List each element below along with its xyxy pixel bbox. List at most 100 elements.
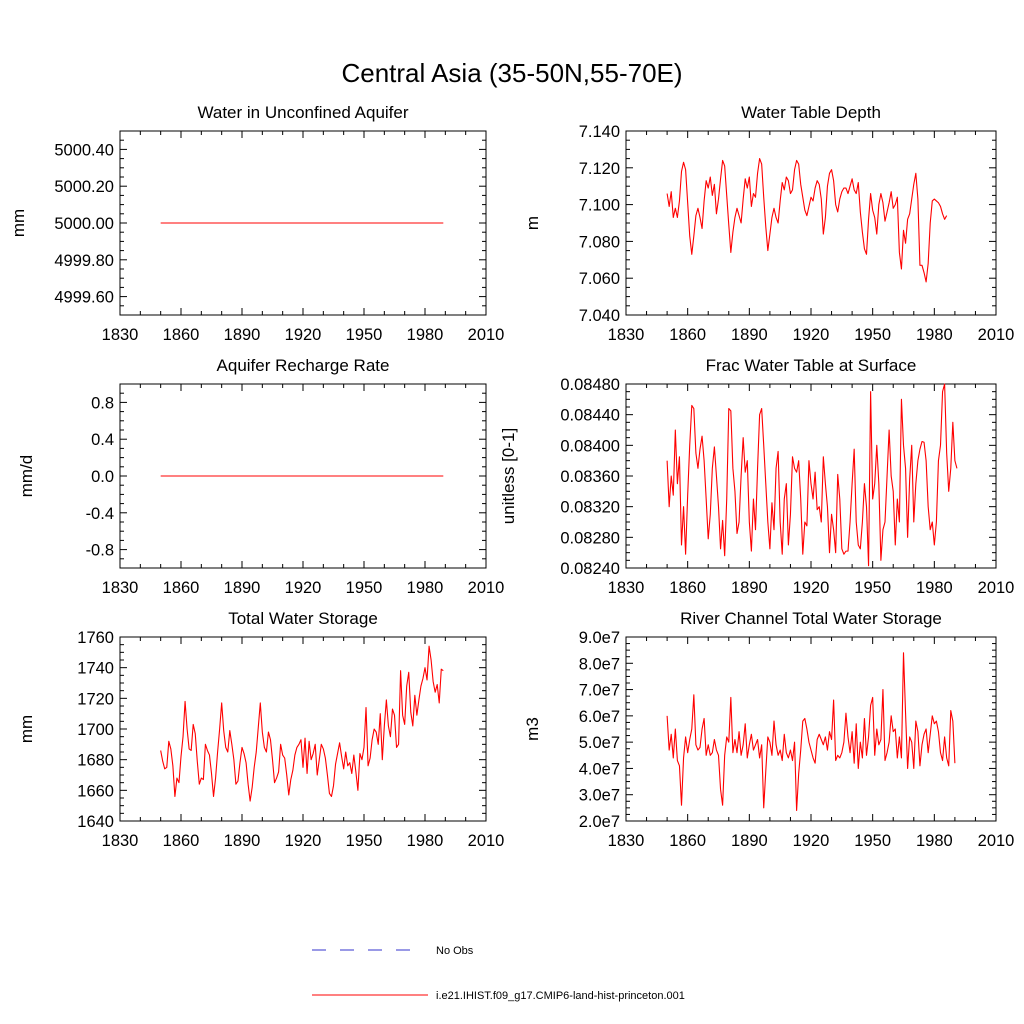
x-tick-label: 1920 [285,326,322,344]
x-tick-label: 1860 [163,832,200,850]
plot-frame [625,130,997,316]
x-tick-label: 2010 [978,579,1015,597]
series-line [160,645,444,802]
y-tick-label: 0.8 [91,394,114,412]
panel-title: Total Water Storage [228,609,378,628]
y-tick-label: -0.4 [86,505,114,523]
x-tick-label: 2010 [468,832,505,850]
x-tick-label: 1830 [608,579,645,597]
y-tick-label: 0.4 [91,431,114,449]
x-tick-label: 1860 [163,579,200,597]
y-tick-label: 0.08280 [560,529,620,547]
x-tick-label: 1890 [731,832,768,850]
x-tick-label: 1950 [346,832,383,850]
x-tick-label: 2010 [468,326,505,344]
y-tick-label: 1740 [77,660,114,678]
x-tick-label: 1830 [102,832,139,850]
y-tick-label: 6.0e7 [579,708,620,726]
y-tick-label: 5000.20 [54,178,114,196]
y-tick-label: 4999.80 [54,252,114,270]
panels-group: Water in Unconfined Aquifer 1830 1860 1890 1… [9,103,1014,850]
y-tick-label: 7.080 [579,233,620,251]
x-tick-label: 2010 [978,326,1015,344]
x-tick-label: 1830 [102,326,139,344]
legend: No Obs i.e21.IHIST.f09_g17.CMIP6-land-hi… [312,945,685,1002]
y-tick-label: 0.08480 [560,376,620,394]
x-tick-label: 1860 [669,579,706,597]
x-tick-label: 1950 [854,579,891,597]
y-tick-label: -0.8 [86,542,114,560]
y-tick-label: 5000.40 [54,141,114,159]
x-tick-label: 1830 [608,326,645,344]
x-tick-label: 2010 [468,579,505,597]
y-axis-label: mm [9,209,28,237]
x-tick-label: 1920 [793,579,830,597]
y-tick-label: 1640 [77,813,114,831]
y-tick-label: 7.060 [579,270,620,288]
x-tick-label: 1980 [407,832,444,850]
x-tick-label: 1890 [224,326,261,344]
y-tick-label: 7.040 [579,307,620,325]
y-axis-label: mm/d [17,455,36,498]
panel-title: Water Table Depth [741,103,881,122]
panel-2: Water Table Depth 1830 1860 1890 1920 1950 198… [523,103,1014,344]
y-axis-label: m [523,216,542,230]
x-tick-label: 1950 [346,326,383,344]
y-tick-label: 7.100 [579,197,620,215]
y-tick-label: 1700 [77,721,114,739]
x-tick-label: 1980 [916,832,953,850]
x-tick-label: 1980 [916,579,953,597]
y-axis-label: mm [17,715,36,743]
legend-label-model: i.e21.IHIST.f09_g17.CMIP6-land-hist-prin… [436,990,685,1002]
panel-6: River Channel Total Water Storage 1830 186… [523,609,1014,850]
y-axis-label: unitless [0-1] [499,428,518,524]
x-tick-label: 1830 [608,832,645,850]
y-tick-label: 0.0 [91,468,114,486]
y-tick-label: 0.08400 [560,437,620,455]
x-tick-label: 1980 [916,326,953,344]
x-tick-label: 1860 [669,326,706,344]
y-tick-label: 1720 [77,690,114,708]
panel-5: Total Water Storage 1830 1860 1890 1920 1950 1… [17,609,504,850]
y-tick-label: 5.0e7 [579,734,620,752]
x-tick-label: 1980 [407,326,444,344]
x-tick-label: 1920 [793,326,830,344]
panel-4: Frac Water Table at Surface 1830 1860 1890 1… [499,356,1014,597]
panel-title: Aquifer Recharge Rate [217,356,390,375]
x-tick-label: 1890 [731,326,768,344]
y-tick-label: 0.08440 [560,407,620,425]
y-tick-label: 7.140 [579,123,620,141]
y-tick-label: 7.0e7 [579,682,620,700]
x-tick-label: 1950 [854,832,891,850]
x-tick-label: 1890 [224,832,261,850]
y-tick-label: 0.08320 [560,499,620,517]
y-tick-label: 1760 [77,629,114,647]
x-tick-label: 1920 [285,579,322,597]
y-tick-label: 2.0e7 [579,813,620,831]
x-tick-label: 1950 [854,326,891,344]
y-axis-label: m3 [523,717,542,741]
y-tick-label: 1680 [77,752,114,770]
y-tick-label: 4999.60 [54,289,114,307]
series-line [666,158,948,283]
x-tick-label: 1830 [102,579,139,597]
x-tick-label: 1980 [407,579,444,597]
x-tick-label: 1860 [163,326,200,344]
series-line [666,383,958,567]
panel-1: Water in Unconfined Aquifer 1830 1860 1890 1… [9,103,504,344]
y-tick-label: 9.0e7 [579,629,620,647]
y-tick-label: 7.120 [579,160,620,178]
y-tick-label: 0.08360 [560,468,620,486]
legend-label-no-obs: No Obs [436,945,474,957]
figure-title: Central Asia (35-50N,55-70E) [341,58,682,88]
x-tick-label: 1890 [224,579,261,597]
y-tick-label: 3.0e7 [579,787,620,805]
x-tick-label: 1950 [346,579,383,597]
x-tick-label: 1920 [285,832,322,850]
y-tick-label: 0.08240 [560,560,620,578]
x-tick-label: 1920 [793,832,830,850]
y-tick-label: 4.0e7 [579,760,620,778]
panel-title: River Channel Total Water Storage [680,609,942,628]
x-tick-label: 2010 [978,832,1015,850]
